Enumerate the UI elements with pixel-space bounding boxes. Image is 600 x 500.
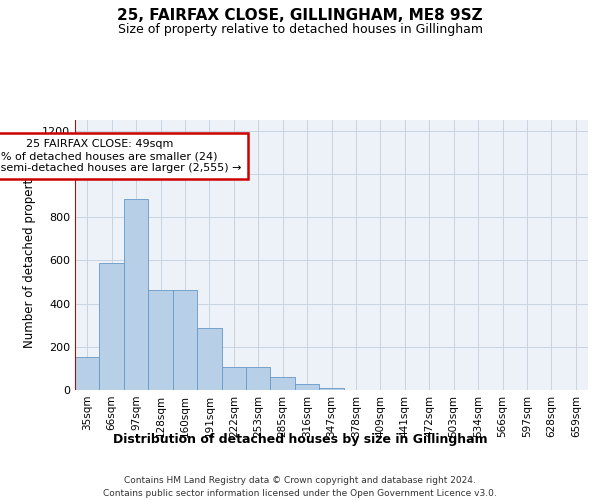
Bar [100,262,124,390]
Bar [221,368,246,390]
Bar [124,199,148,390]
Bar [75,356,100,390]
Text: Size of property relative to detached houses in Gillingham: Size of property relative to detached ho… [118,22,482,36]
Y-axis label: Number of detached properties: Number of detached properties [23,162,37,348]
Bar [319,388,344,390]
Text: 25 FAIRFAX CLOSE: 49sqm
← 1% of detached houses are smaller (24)
99% of semi-det: 25 FAIRFAX CLOSE: 49sqm ← 1% of detached… [0,140,241,172]
Text: Contains HM Land Registry data © Crown copyright and database right 2024.: Contains HM Land Registry data © Crown c… [124,476,476,485]
Bar [173,290,197,390]
Text: 25, FAIRFAX CLOSE, GILLINGHAM, ME8 9SZ: 25, FAIRFAX CLOSE, GILLINGHAM, ME8 9SZ [117,8,483,22]
Bar [295,384,319,390]
Bar [271,377,295,390]
Text: Contains public sector information licensed under the Open Government Licence v3: Contains public sector information licen… [103,489,497,498]
Bar [197,328,221,390]
Bar [148,290,173,390]
Bar [246,368,271,390]
Text: Distribution of detached houses by size in Gillingham: Distribution of detached houses by size … [113,432,487,446]
